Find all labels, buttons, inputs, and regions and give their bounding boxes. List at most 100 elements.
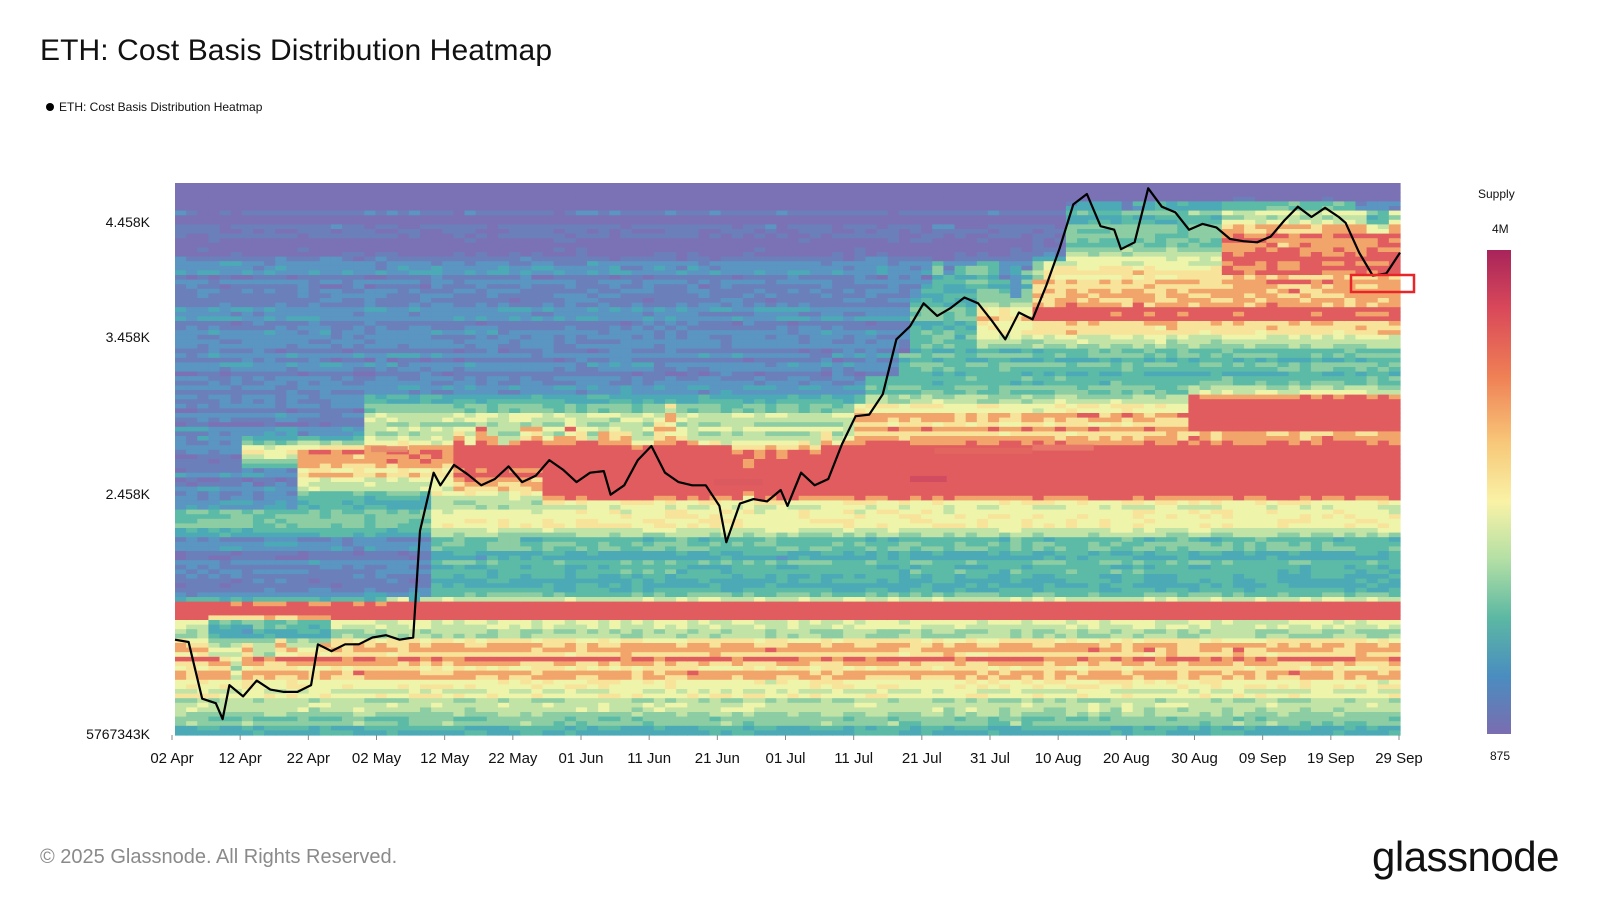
heatmap-cell	[241, 629, 254, 635]
heatmap-cell	[297, 270, 310, 276]
heatmap-cell	[587, 408, 599, 414]
heatmap-cell	[420, 210, 432, 216]
heatmap-cell	[353, 445, 365, 451]
heatmap-cell	[197, 417, 210, 423]
heatmap-cell	[564, 505, 577, 511]
heatmap-cell	[464, 652, 477, 658]
heatmap-cell	[453, 357, 466, 363]
heatmap-cell	[241, 528, 254, 534]
heatmap-cell	[208, 670, 221, 676]
heatmap-cell	[475, 357, 488, 363]
heatmap-cell	[475, 344, 488, 350]
heatmap-cell	[431, 422, 443, 428]
heatmap-cell	[475, 546, 488, 552]
heatmap-cell	[486, 712, 499, 718]
heatmap-cell	[197, 574, 210, 580]
heatmap-cell	[453, 468, 466, 474]
heatmap-cell	[241, 638, 254, 644]
heatmap-cell	[442, 578, 455, 584]
heatmap-cell	[208, 229, 221, 235]
heatmap-cell	[420, 408, 432, 414]
heatmap-cell	[197, 468, 210, 474]
heatmap-cell	[297, 482, 310, 488]
heatmap-cell	[531, 357, 544, 363]
heatmap-cell	[264, 693, 276, 699]
heatmap-cell	[275, 252, 287, 258]
heatmap-cell	[431, 468, 443, 474]
heatmap-cell	[475, 486, 488, 492]
heatmap-cell	[353, 298, 365, 304]
heatmap-cell	[408, 206, 421, 212]
heatmap-cell	[598, 449, 610, 455]
heatmap-cell	[197, 399, 210, 405]
heatmap-cell	[308, 339, 321, 345]
heatmap-cell	[497, 482, 510, 488]
heatmap-cell	[497, 362, 510, 368]
heatmap-cell	[297, 408, 310, 414]
heatmap-cell	[486, 551, 499, 557]
heatmap-cell	[342, 325, 354, 331]
heatmap-cell	[531, 426, 544, 432]
heatmap-cell	[609, 187, 622, 193]
heatmap-cell	[497, 325, 510, 331]
heatmap-cell	[286, 219, 299, 225]
heatmap-cell	[175, 730, 187, 736]
heatmap-cell	[308, 196, 321, 202]
heatmap-cell	[598, 196, 610, 202]
heatmap-cell	[364, 463, 377, 469]
heatmap-cell	[275, 610, 287, 616]
heatmap-cell	[620, 500, 633, 506]
heatmap-cell	[353, 403, 365, 409]
heatmap-cell	[197, 509, 210, 515]
heatmap-cell	[408, 629, 421, 635]
heatmap-cell	[486, 362, 499, 368]
heatmap-cell	[297, 702, 310, 708]
heatmap-cell	[275, 656, 287, 662]
heatmap-cell	[431, 679, 443, 685]
heatmap-cell	[497, 597, 510, 603]
heatmap-cell	[520, 413, 532, 419]
heatmap-cell	[319, 587, 332, 593]
heatmap-cell	[620, 445, 633, 451]
heatmap-cell	[208, 417, 221, 423]
heatmap-cell	[308, 716, 321, 722]
heatmap-cell	[386, 569, 399, 575]
heatmap-cell	[264, 183, 276, 189]
heatmap-cell	[575, 546, 588, 552]
heatmap-cell	[275, 445, 287, 451]
heatmap-cell	[620, 348, 633, 354]
heatmap-cell	[252, 661, 265, 667]
heatmap-cell	[564, 187, 577, 193]
heatmap-cell	[386, 348, 399, 354]
heatmap-cell	[319, 610, 332, 616]
heatmap-cell	[286, 546, 299, 552]
heatmap-cell	[631, 224, 644, 230]
heatmap-cell	[252, 647, 265, 653]
heatmap-cell	[286, 702, 299, 708]
heatmap-cell	[297, 357, 310, 363]
heatmap-cell	[364, 445, 377, 451]
heatmap-cell	[252, 233, 265, 239]
heatmap-cell	[230, 505, 243, 511]
heatmap-cell	[486, 569, 499, 575]
heatmap-cell	[386, 670, 399, 676]
heatmap-cell	[442, 509, 455, 515]
heatmap-cell	[241, 403, 254, 409]
heatmap-cell	[397, 298, 410, 304]
heatmap-cell	[241, 192, 254, 198]
heatmap-cell	[453, 390, 466, 396]
heatmap-cell	[453, 574, 466, 580]
heatmap-cell	[353, 321, 365, 327]
heatmap-cell	[408, 666, 421, 672]
heatmap-cell	[420, 661, 432, 667]
heatmap-cell	[531, 408, 544, 414]
heatmap-cell	[208, 463, 221, 469]
heatmap-cell	[353, 578, 365, 584]
heatmap-cell	[208, 587, 221, 593]
heatmap-cell	[197, 555, 210, 561]
heatmap-cell	[319, 325, 332, 331]
heatmap-cell	[420, 523, 432, 529]
heatmap-cell	[598, 403, 610, 409]
heatmap-cell	[252, 514, 265, 520]
heatmap-cell	[319, 196, 332, 202]
